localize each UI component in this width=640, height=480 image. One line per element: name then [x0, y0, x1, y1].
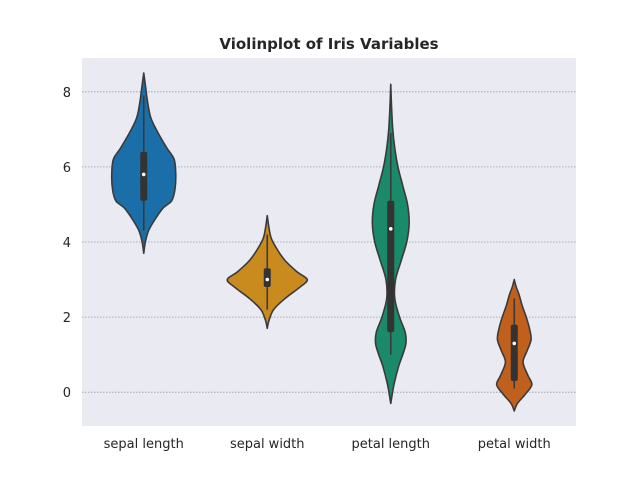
median-point [512, 341, 517, 346]
y-tick-label: 8 [63, 86, 71, 101]
iqr-box [263, 268, 271, 288]
y-tick-label: 0 [63, 386, 71, 401]
y-tick-labels: 0 2 4 6 8 [63, 86, 71, 401]
category-label: petal length [352, 437, 431, 452]
iqr-box [510, 324, 518, 381]
category-label: sepal width [230, 437, 305, 452]
violin-sepal-width [226, 214, 309, 330]
iqr-box [140, 151, 148, 201]
y-tick-label: 2 [63, 311, 71, 326]
category-label: sepal length [104, 437, 184, 452]
violin-sepal-length [110, 72, 177, 255]
iqr-box [387, 200, 395, 333]
category-labels: sepal length sepal width petal length petal… [104, 437, 551, 452]
chart-title: Violinplot of Iris Variables [219, 35, 438, 53]
violins [110, 72, 533, 412]
violin-petal-width [495, 278, 533, 412]
violin-petal-length [371, 83, 410, 405]
y-tick-label: 6 [63, 161, 71, 176]
median-point [141, 172, 146, 177]
y-tick-label: 4 [63, 236, 71, 251]
median-point [265, 277, 270, 282]
category-label: petal width [478, 437, 551, 452]
median-point [388, 227, 393, 231]
